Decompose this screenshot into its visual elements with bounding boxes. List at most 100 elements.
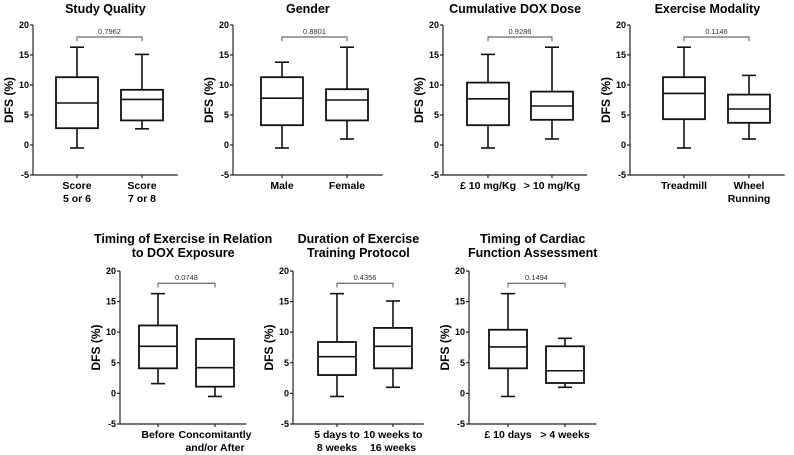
y-tick-label: 10 [19, 80, 29, 90]
category-label: Male [270, 180, 294, 192]
p-value-label: 0.8801 [303, 27, 326, 36]
y-tick-label: 15 [455, 297, 465, 307]
y-axis-label: DFS (%) [2, 77, 16, 123]
y-tick-label: 20 [429, 20, 439, 30]
y-tick-label: -5 [21, 170, 29, 180]
p-value-label: 0.7962 [98, 27, 121, 36]
y-tick-label: 20 [219, 20, 229, 30]
y-axis-label: DFS (%) [412, 77, 426, 123]
p-value-label: 0.4356 [354, 273, 377, 282]
iqr-box [662, 76, 706, 121]
y-tick-label: 10 [429, 80, 439, 90]
iqr-box [195, 338, 235, 388]
y-tick-label: 0 [621, 140, 626, 150]
panel-4: Exercise Modality 20 15 10 5 0 -5 DFS (%) Treadm… [599, 2, 785, 205]
y-tick-label: 0 [224, 140, 229, 150]
category-label: 10 weeks to [364, 429, 423, 441]
y-tick-label: 5 [460, 358, 465, 368]
box-2: > 10 mg/Kg [524, 46, 580, 192]
significance-bracket [157, 282, 216, 288]
iqr-box [260, 76, 304, 127]
category-label: Treadmill [661, 180, 707, 192]
y-tick-label: 5 [284, 358, 289, 368]
y-tick-label: 10 [106, 327, 116, 337]
panel-title: Function Assessment [468, 246, 598, 260]
y-tick-label: 0 [434, 140, 439, 150]
panel-title: to DOX Exposure [132, 246, 235, 260]
box-1: Male [260, 61, 304, 192]
significance-bracket [76, 36, 143, 42]
significance-bracket [683, 36, 750, 42]
y-tick-label: 10 [279, 327, 289, 337]
y-tick-label: 15 [429, 50, 439, 60]
y-tick-label: 0 [460, 388, 465, 398]
y-tick-label: 15 [279, 297, 289, 307]
box-1: £ 10 days [484, 292, 532, 441]
iqr-box [488, 328, 528, 370]
y-tick-label: 0 [24, 140, 29, 150]
y-axis-label: DFS (%) [262, 325, 276, 371]
category-label: £ 10 mg/Kg [460, 180, 516, 192]
category-label: 5 days to [314, 429, 360, 441]
panel-title: Study Quality [65, 2, 146, 16]
p-value-label: 0.0748 [175, 273, 198, 282]
y-tick-label: 20 [19, 20, 29, 30]
box-2: Female [325, 46, 369, 192]
panel-title: Exercise Modality [655, 2, 761, 16]
panel-title: Training Protocol [307, 246, 410, 260]
y-tick-label: 10 [616, 80, 626, 90]
y-tick-label: 20 [616, 20, 626, 30]
iqr-box [466, 81, 510, 127]
significance-bracket [336, 282, 394, 288]
significance-bracket [507, 282, 566, 288]
y-tick-label: -5 [431, 170, 439, 180]
category-label: 7 or 8 [128, 193, 156, 205]
y-tick-label: 15 [19, 50, 29, 60]
y-axis-label: DFS (%) [89, 325, 103, 371]
y-tick-label: 20 [455, 266, 465, 276]
y-tick-label: 5 [224, 110, 229, 120]
y-tick-label: -5 [618, 170, 626, 180]
p-value-label: 0.1146 [705, 27, 727, 36]
category-label: > 10 mg/Kg [524, 180, 580, 192]
y-tick-label: 5 [111, 358, 116, 368]
y-tick-label: 15 [106, 297, 116, 307]
box-1: Before [138, 292, 178, 441]
iqr-box [317, 341, 357, 376]
category-label: 8 weeks [317, 442, 357, 454]
y-tick-label: -5 [281, 419, 289, 429]
category-label: Concomitantly [179, 429, 252, 441]
iqr-box [545, 345, 585, 384]
y-tick-label: 5 [621, 110, 626, 120]
category-label: and/or After [185, 442, 244, 454]
panel-title: Gender [286, 2, 330, 16]
p-value-label: 0.9286 [509, 27, 532, 36]
significance-bracket [487, 36, 553, 42]
y-tick-label: 10 [219, 80, 229, 90]
category-label: Score [62, 180, 91, 192]
y-tick-label: 0 [111, 388, 116, 398]
category-label: £ 10 days [484, 429, 531, 441]
iqr-box [120, 88, 164, 122]
y-tick-label: -5 [457, 419, 465, 429]
panel-3: Cumulative DOX Dose 20 15 10 5 0 -5 DFS (%) £ 10… [412, 2, 588, 192]
p-value-label: 0.1494 [525, 273, 548, 282]
y-tick-label: 20 [106, 266, 116, 276]
box-1: £ 10 mg/Kg [460, 53, 516, 192]
category-label: 16 weeks [370, 442, 416, 454]
y-axis-label: DFS (%) [202, 77, 216, 123]
y-tick-label: 15 [219, 50, 229, 60]
significance-bracket [281, 36, 348, 42]
y-axis-label: DFS (%) [599, 77, 613, 123]
box-1: 5 days to8 weeks [314, 292, 360, 454]
category-label: Running [728, 193, 771, 205]
